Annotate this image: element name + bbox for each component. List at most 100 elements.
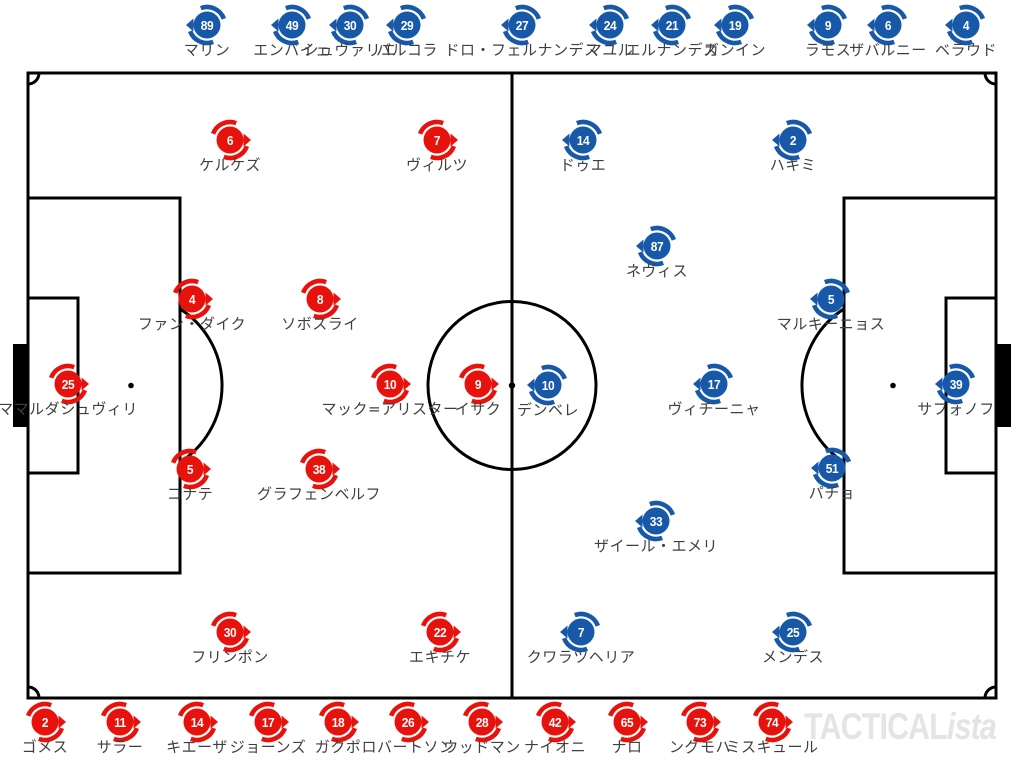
player-marker-icon [693,363,734,405]
player-red-26[interactable]: 26 ロバートソン [361,700,454,756]
player-marker-icon [172,278,213,320]
player-blue-19[interactable]: 19 ガンイン [704,3,766,59]
player-number: 25 [61,376,75,392]
player-number: 18 [331,714,345,730]
player-marker-icon [210,119,251,161]
player-blue-51[interactable]: 51 パチョ [809,446,855,502]
player-marker-icon [680,701,721,743]
player-marker-icon [388,701,429,743]
player-red-28[interactable]: 28 ウッドマン [443,700,520,756]
player-marker-icon [651,4,692,46]
player-red-10[interactable]: 10 マック=アリスター [321,362,458,418]
player-name-label: ザバルニー [849,41,927,59]
player-number: 2 [41,714,49,730]
player-marker-icon [589,4,630,46]
player-blue-27[interactable]: 27 ドロ・フェルナンデス [444,3,599,59]
player-red-9[interactable]: 9 イサク [455,362,501,418]
player-number: 10 [541,377,555,393]
player-marker-icon [210,611,251,653]
player-red-30[interactable]: 30 フリンポン [191,610,268,666]
player-red-25[interactable]: 25 ママルダシュヴィリ [0,362,137,418]
player-red-73[interactable]: 73 ングモハ [669,700,731,756]
player-blue-2[interactable]: 2 ハキミ [770,118,816,174]
player-red-42[interactable]: 42 ナイオニ [524,700,586,756]
player-blue-21[interactable]: 21 エルナンデス [625,3,718,59]
player-blue-6[interactable]: 6 ザバルニー [849,3,926,59]
player-name-label: シュヴァリエ [303,41,397,59]
player-name-label: ベラウド [934,41,998,59]
player-marker-icon [329,4,370,46]
player-number: 2 [789,132,797,148]
player-blue-29[interactable]: 29 バルコラ [376,3,437,59]
player-red-38[interactable]: 38 グラフェンベルフ [257,447,381,503]
player-marker-icon [772,611,813,653]
player-red-11[interactable]: 11 サラー [97,700,143,756]
player-red-7[interactable]: 7 ヴィルツ [406,118,468,174]
player-blue-49[interactable]: 49 エンバイェ [253,3,330,59]
player-marker-icon [271,4,312,46]
player-marker-icon [48,363,89,405]
penalty-arc-right [800,307,845,464]
player-red-5[interactable]: 5 コナテ [167,447,213,503]
penalty-spot-left [128,382,134,389]
player-name-label: デンベレ [516,401,580,419]
goal-right [996,344,1011,427]
player-blue-25[interactable]: 25 メンデス [762,610,824,666]
player-blue-87[interactable]: 87 ネヴィス [626,224,688,280]
player-marker-icon [186,4,227,46]
player-name-label: マユル [586,41,634,59]
player-red-6[interactable]: 6 ケルケズ [199,118,261,174]
player-blue-5[interactable]: 5 マルキーニョス [777,277,885,333]
player-blue-39[interactable]: 39 サフォノフ [917,362,994,418]
player-blue-10[interactable]: 10 デンベレ [517,363,579,419]
player-marker-icon [318,701,359,743]
player-blue-89[interactable]: 89 マリン [184,3,230,59]
watermark-italic-text: ista [946,706,997,747]
player-red-2[interactable]: 2 ゴメス [22,700,68,756]
player-number: 26 [401,714,415,730]
player-blue-17[interactable]: 17 ヴィチーニャ [667,362,760,418]
player-red-4[interactable]: 4 ファン・ダイク [138,277,246,333]
player-number: 30 [343,17,357,33]
player-red-17[interactable]: 17 ジョーンズ [230,700,306,756]
player-marker-icon [807,4,848,46]
player-blue-33[interactable]: 33 ザイール・エメリ [594,499,718,555]
player-name-label: ヴィチーニャ [667,400,761,418]
player-name-label: サフォノフ [917,400,995,418]
player-name-label: グラフェンベルフ [256,485,382,503]
player-name-label: ロバートソン [361,738,455,756]
player-number: 5 [827,291,835,307]
player-name-label: ドロ・フェルナンデス [444,41,600,59]
player-blue-7[interactable]: 7 クワラツヘリア [527,610,635,666]
player-name-label: パチョ [808,484,856,502]
player-number: 10 [383,376,397,392]
player-name-label: ネヴィス [625,262,689,280]
player-red-22[interactable]: 22 エキチケ [409,610,471,666]
player-blue-24[interactable]: 24 マユル [587,3,633,59]
player-number: 14 [576,132,590,148]
player-red-74[interactable]: 74 ミスキュール [725,700,818,756]
player-red-8[interactable]: 8 ソボスライ [281,277,358,333]
player-number: 4 [962,17,970,33]
player-blue-30[interactable]: 30 シュヴァリエ [303,3,396,59]
player-red-18[interactable]: 18 ガクポ [315,700,361,756]
player-name-label: ナイオニ [523,738,587,756]
player-red-14[interactable]: 14 キエーザ [166,700,227,756]
player-name-label: ママルダシュヴィリ [0,400,138,418]
player-blue-4[interactable]: 4 ベラウド [935,3,997,59]
player-marker-icon [945,4,986,46]
player-number: 5 [186,461,194,477]
player-blue-9[interactable]: 9 ラモス [805,3,851,59]
player-name-label: ミスキュール [725,738,819,756]
player-blue-14[interactable]: 14 ドゥエ [560,118,606,174]
player-name-label: ジョーンズ [229,738,307,756]
player-marker-icon [935,363,976,405]
player-marker-icon [100,701,141,743]
player-number: 9 [824,17,832,33]
player-marker-icon [752,701,793,743]
player-number: 8 [316,291,324,307]
player-number: 14 [190,714,204,730]
player-red-65[interactable]: 65 ナロ [605,700,649,756]
center-circle [426,300,598,471]
